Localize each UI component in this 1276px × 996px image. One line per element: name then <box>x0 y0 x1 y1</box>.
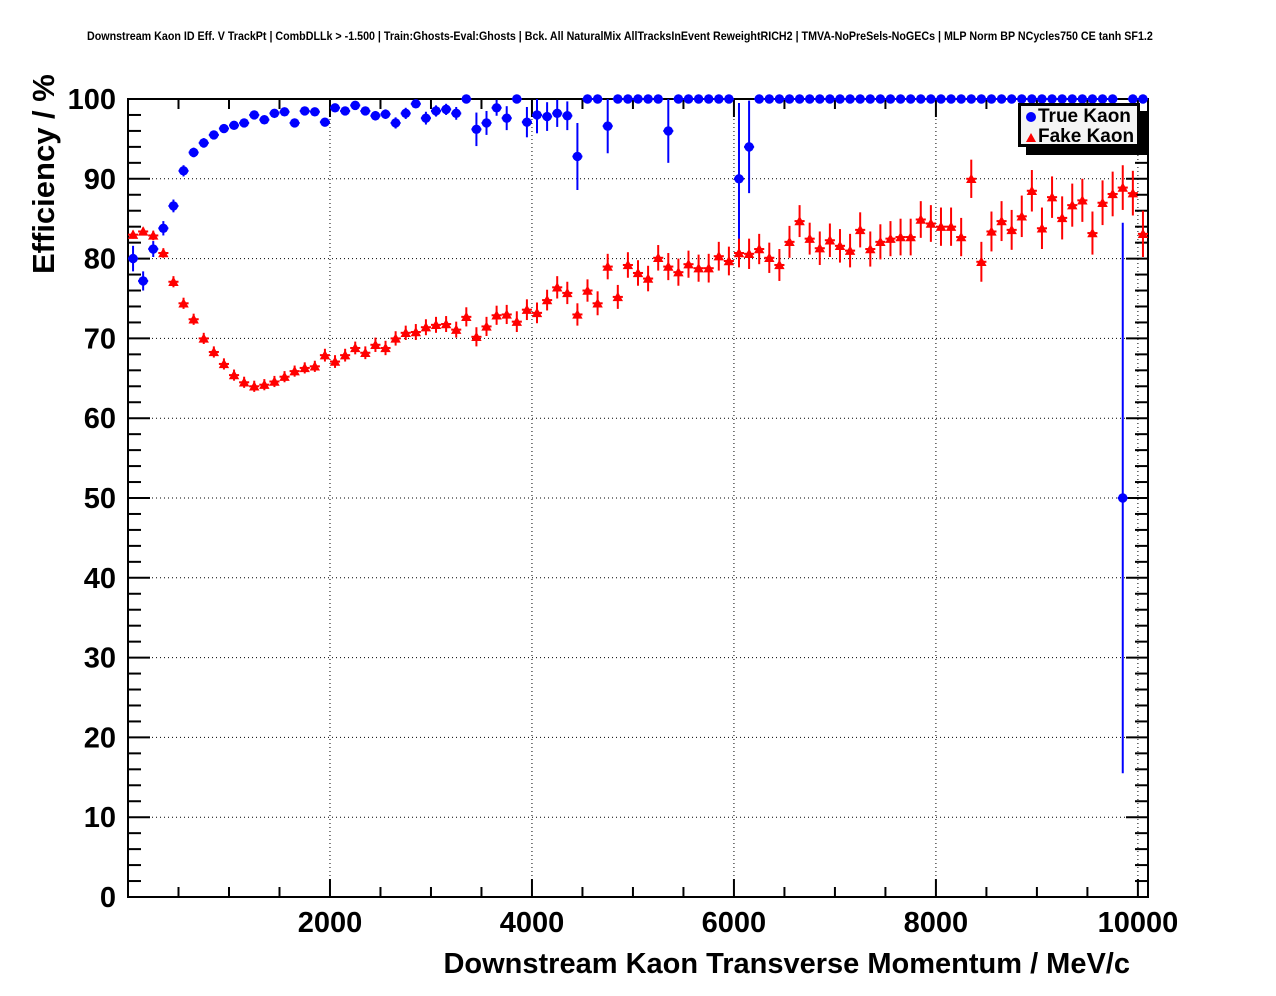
x-tick-label: 6000 <box>702 907 767 939</box>
x-tick-label: 10000 <box>1098 907 1179 939</box>
x-tick-label: 2000 <box>298 907 363 939</box>
y-tick-label: 80 <box>84 244 116 276</box>
series-fake-kaon <box>127 159 1149 392</box>
y-tick-label: 70 <box>84 323 116 355</box>
legend-entry-true-kaon: True Kaon <box>1026 107 1137 127</box>
y-tick-label: 100 <box>68 84 116 116</box>
y-tick-label: 60 <box>84 403 116 435</box>
x-tick-label: 8000 <box>904 907 969 939</box>
y-tick-label: 20 <box>84 722 116 754</box>
fake-kaon-triangle-marker-icon <box>1026 132 1036 142</box>
legend-entry-fake-kaon: Fake Kaon <box>1026 127 1137 147</box>
legend: True Kaon Fake Kaon <box>1018 103 1140 147</box>
x-axis-title: Downstream Kaon Transverse Momentum / Me… <box>443 948 1130 980</box>
y-tick-label: 10 <box>84 802 116 834</box>
plot-title: Downstream Kaon ID Eff. V TrackPt | Comb… <box>87 31 1153 43</box>
true-kaon-circle-marker-icon <box>1026 112 1036 122</box>
x-tick-label: 4000 <box>500 907 565 939</box>
y-tick-label: 50 <box>84 483 116 515</box>
y-tick-label: 30 <box>84 643 116 675</box>
series-true-kaon <box>128 94 1148 774</box>
legend-label-fake-kaon: Fake Kaon <box>1038 126 1135 147</box>
y-tick-label: 40 <box>84 563 116 595</box>
y-tick-label: 90 <box>84 164 116 196</box>
legend-label-true-kaon: True Kaon <box>1038 106 1131 127</box>
y-tick-label: 0 <box>100 882 116 914</box>
y-axis-title: Efficiency / % <box>26 74 61 274</box>
